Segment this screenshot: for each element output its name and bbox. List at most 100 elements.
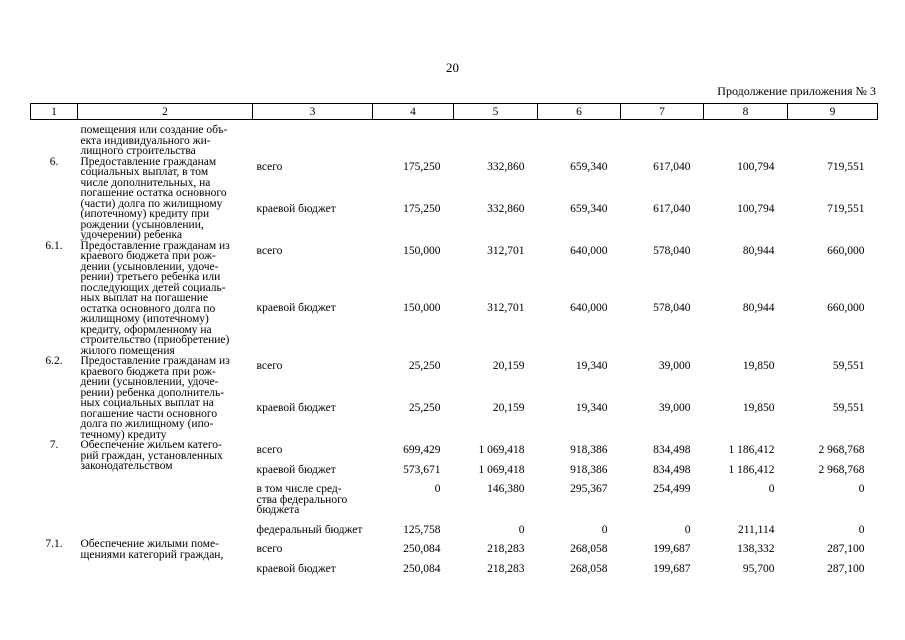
- column-header: 2: [77, 103, 253, 120]
- amount: 211,114: [737, 523, 775, 536]
- table-row: 6.1. Предоставление гражданам из краевого…: [31, 240, 878, 356]
- row-number: 7.: [49, 439, 59, 451]
- table-subrow: в том числе сред- ства федерального бюдж…: [31, 479, 878, 520]
- amount: 19,340: [575, 360, 608, 372]
- amount: 175,250: [403, 160, 441, 173]
- table-row: 7.1. Обеспечение жилыми поме- щениями кат…: [31, 538, 878, 560]
- amount: 918,386: [570, 463, 608, 476]
- funding-source: краевой бюджет: [256, 562, 336, 575]
- amount: 332,860: [487, 160, 525, 173]
- amount: 1 069,418: [478, 444, 525, 456]
- amount: 0: [858, 523, 865, 536]
- amount: 834,498: [653, 463, 691, 476]
- empty-cell: [373, 120, 454, 157]
- row-number: [31, 120, 78, 157]
- table-subrow: краевой бюджет 25,250 20,159 19,340 39,000 19…: [31, 398, 878, 440]
- amount: 660,000: [827, 244, 865, 257]
- amount: 719,551: [827, 202, 865, 215]
- funding-source: краевой бюджет: [256, 402, 336, 414]
- amount: 19,850: [742, 360, 775, 372]
- funding-source: всего: [256, 360, 283, 372]
- empty-cell: [704, 120, 788, 157]
- amount: 617,040: [653, 160, 691, 173]
- amount: 150,000: [403, 244, 441, 257]
- amount: 218,283: [487, 543, 525, 555]
- amount: 250,084: [403, 562, 441, 575]
- amount: 138,332: [737, 543, 775, 555]
- amount: 0: [434, 483, 441, 495]
- table-row: 6. Предоставление гражданам социальных вы…: [31, 156, 878, 241]
- amount: 146,380: [487, 483, 525, 495]
- amount: 95,700: [742, 562, 775, 575]
- amount: 25,250: [408, 402, 441, 414]
- row-name: помещения или создание объ- екта индивид…: [80, 124, 228, 157]
- column-header: 3: [252, 103, 373, 120]
- amount: 150,000: [403, 302, 441, 315]
- amount: 295,367: [570, 483, 608, 495]
- amount: 20,159: [492, 360, 525, 372]
- amount: 19,340: [575, 402, 608, 414]
- amount: 332,860: [487, 202, 525, 215]
- amount: 659,340: [570, 202, 608, 215]
- row-number: 6.1.: [45, 239, 63, 252]
- funding-source: в том числе сред- ства федерального бюдж…: [256, 483, 348, 516]
- amount: 640,000: [570, 302, 608, 315]
- table-subrow: краевой бюджет 573,671 1 069,418 918,386 834…: [31, 460, 878, 480]
- funding-source: краевой бюджет: [256, 463, 336, 476]
- amount: 268,058: [570, 543, 608, 555]
- amount: 175,250: [403, 202, 441, 215]
- amount: 80,944: [742, 302, 775, 315]
- row-name: Предоставление гражданам из краевого бюд…: [80, 355, 230, 441]
- funding-source: всего: [256, 244, 283, 257]
- amount: 39,000: [658, 402, 691, 414]
- funding-source: краевой бюджет: [256, 202, 336, 215]
- row-name: Предоставление гражданам из краевого бюд…: [80, 239, 230, 357]
- amount: 617,040: [653, 202, 691, 215]
- amount: 0: [684, 523, 691, 536]
- amount: 100,794: [737, 160, 775, 173]
- amount: 199,687: [653, 543, 691, 555]
- table-row: 6.2. Предоставление гражданам из краевого…: [31, 355, 878, 440]
- column-header: 1: [30, 103, 78, 120]
- amount: 59,551: [832, 360, 865, 372]
- page-number: 20: [446, 60, 459, 75]
- amount: 218,283: [487, 562, 525, 575]
- funding-source: краевой бюджет: [256, 302, 336, 315]
- row-number: 7.1.: [45, 538, 63, 550]
- column-header: 7: [620, 103, 704, 120]
- amount: 39,000: [658, 360, 691, 372]
- column-header: 6: [537, 103, 621, 120]
- empty-cell: [621, 120, 704, 157]
- column-header: 9: [787, 103, 878, 120]
- column-header: 8: [703, 103, 788, 120]
- amount: 0: [858, 483, 865, 495]
- amount: 254,499: [653, 483, 691, 495]
- funding-source: всего: [256, 444, 283, 456]
- amount: 20,159: [492, 402, 525, 414]
- funding-source: всего: [256, 160, 283, 173]
- amount: 0: [601, 523, 608, 536]
- column-header: 5: [453, 103, 538, 120]
- amount: 0: [518, 523, 525, 536]
- amount: 1 186,412: [728, 444, 775, 456]
- funding-source: федеральный бюджет: [256, 523, 363, 536]
- amount: 660,000: [827, 302, 865, 315]
- amount: 268,058: [570, 562, 608, 575]
- row-number: 6.2.: [45, 355, 63, 367]
- amount: 312,701: [487, 244, 525, 257]
- amount: 0: [768, 483, 775, 495]
- amount: 287,100: [827, 562, 865, 575]
- empty-cell: [788, 120, 878, 157]
- amount: 19,850: [742, 402, 775, 414]
- amount: 312,701: [487, 302, 525, 315]
- amount: 1 069,418: [478, 463, 525, 476]
- row-name: Обеспечение жильем катего- рий граждан, …: [80, 439, 223, 472]
- table-body: помещения или создание объ- екта индивид…: [31, 120, 878, 579]
- amount: 699,429: [403, 444, 441, 456]
- table-row: помещения или создание объ- екта индивид…: [31, 120, 878, 157]
- amount: 2 968,768: [818, 444, 865, 456]
- amount: 59,551: [832, 402, 865, 414]
- amount: 578,040: [653, 302, 691, 315]
- amount: 80,944: [742, 244, 775, 257]
